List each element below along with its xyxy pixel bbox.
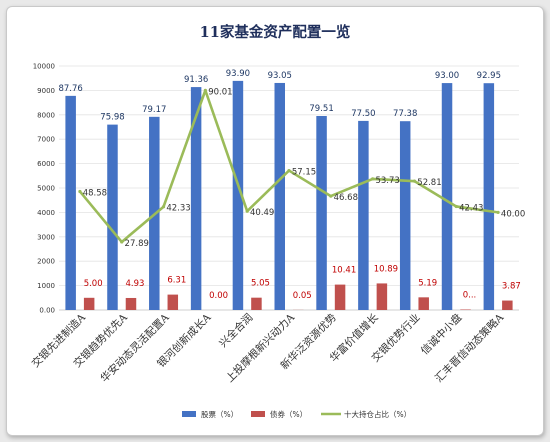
- top10-point: [161, 205, 166, 209]
- legend-label: 债券（%）: [270, 409, 307, 419]
- y-tick-label: 8000: [37, 111, 55, 119]
- bar-bond: [418, 297, 429, 310]
- x-category-label: 上投摩根新兴动力A: [223, 311, 297, 385]
- bar-bond: [334, 284, 346, 310]
- data-label-top10: 46.68: [334, 193, 358, 203]
- bar-bond: [83, 297, 95, 310]
- top10-point: [454, 204, 458, 209]
- data-label-top10: 48.58: [83, 188, 107, 198]
- top10-point: [329, 194, 333, 198]
- top10-point: [120, 240, 124, 244]
- data-label-bond: 3.87: [502, 282, 521, 292]
- y-tick-label: 9000: [37, 87, 55, 95]
- data-label-top10: 42.33: [166, 204, 190, 214]
- data-label-stock: 79.51: [309, 104, 333, 114]
- data-label-bond: 5.19: [418, 278, 437, 288]
- data-labels: 87.76 5.00 75.98 4.93 79.17 6.31 91.36 0.00 93.9…: [58, 69, 525, 301]
- y-tick-label: 5000: [37, 185, 55, 193]
- data-label-bond: 0...: [463, 291, 477, 301]
- bar-bond: [125, 297, 137, 310]
- data-label-stock: 87.76: [58, 84, 82, 94]
- y-tick-label: 3000: [37, 233, 55, 241]
- top10-point: [78, 189, 82, 194]
- data-label-bond: 0.00: [209, 291, 228, 301]
- x-category-label: 兴全合润: [216, 311, 255, 350]
- bar-bond: [376, 283, 388, 310]
- x-category-label: 华安动态灵活配置A: [98, 311, 172, 385]
- top10-point: [412, 179, 417, 183]
- top10-point: [496, 210, 500, 214]
- data-label-top10: 40.49: [250, 208, 274, 218]
- data-label-bond: 4.93: [126, 279, 145, 289]
- legend-swatch: [251, 411, 265, 417]
- top10-point: [203, 88, 207, 92]
- data-label-stock: 93.00: [435, 71, 459, 81]
- chart-svg: 11家基金资产配置一览 0.00 1000 2000 3000 4000 5000 6000…: [29, 23, 525, 419]
- y-tick-label: 4000: [37, 209, 55, 217]
- y-tick-label: 6000: [37, 160, 55, 168]
- bar-bond: [502, 300, 513, 310]
- top10-point: [245, 209, 249, 213]
- chart-title: 11家基金资产配置一览: [200, 23, 351, 41]
- data-label-bond: 6.31: [167, 276, 186, 286]
- bar-bond: [167, 294, 179, 310]
- legend: 股票（%） 债券（%） 十大持仓占比（%）: [182, 409, 411, 419]
- data-label-top10: 53.73: [375, 176, 399, 186]
- y-tick-label: 10000: [33, 63, 55, 71]
- x-category-label: 汇丰晋信动态策略A: [432, 311, 506, 385]
- data-label-bond: 10.89: [374, 264, 398, 274]
- bar-stock: [441, 83, 453, 310]
- data-label-stock: 75.98: [100, 113, 124, 123]
- data-label-top10: 42.43: [459, 203, 483, 213]
- bars: [65, 80, 513, 311]
- data-label-stock: 79.17: [142, 105, 166, 115]
- data-label-stock: 93.05: [268, 71, 292, 81]
- bar-stock: [274, 82, 285, 310]
- bar-stock: [483, 83, 495, 311]
- data-label-stock: 91.36: [184, 75, 208, 85]
- bar-stock: [65, 95, 76, 310]
- data-label-bond: 5.00: [84, 279, 103, 289]
- data-label-stock: 93.90: [226, 69, 250, 79]
- bar-stock: [232, 80, 244, 310]
- bar-stock: [316, 115, 327, 310]
- top10-point: [371, 177, 375, 181]
- data-label-top10: 52.81: [417, 178, 441, 188]
- data-label-stock: 92.95: [477, 71, 501, 81]
- legend-label: 十大持仓占比（%）: [344, 409, 411, 419]
- data-label-top10: 90.01: [208, 87, 232, 97]
- y-tick-label: 2000: [37, 258, 55, 266]
- y-tick-label: 7000: [37, 136, 55, 144]
- line-series: [78, 88, 500, 244]
- data-label-top10: 57.15: [292, 168, 316, 178]
- chart-frame: 11家基金资产配置一览 0.00 1000 2000 3000 4000 5000 6000…: [6, 6, 544, 436]
- bar-stock: [107, 124, 118, 311]
- data-label-top10: 40.00: [501, 209, 525, 219]
- legend-swatch: [182, 411, 196, 417]
- data-label-top10: 27.89: [125, 239, 149, 249]
- data-label-stock: 77.38: [393, 109, 417, 119]
- y-tick-label: 0.00: [39, 307, 55, 315]
- y-tick-label: 1000: [37, 282, 55, 290]
- bar-stock: [399, 121, 411, 310]
- data-label-bond: 5.05: [251, 279, 270, 289]
- data-label-bond: 10.41: [332, 266, 356, 276]
- legend-label: 股票（%）: [201, 410, 238, 419]
- top10-point: [287, 168, 291, 173]
- bar-stock: [190, 87, 202, 310]
- bar-bond: [251, 297, 262, 310]
- data-label-stock: 77.50: [351, 109, 375, 119]
- data-label-bond: 0.05: [293, 291, 312, 301]
- y-axis: 0.00 1000 2000 3000 4000 5000 6000 7000 8000 9000…: [33, 63, 55, 315]
- bar-stock: [358, 120, 369, 311]
